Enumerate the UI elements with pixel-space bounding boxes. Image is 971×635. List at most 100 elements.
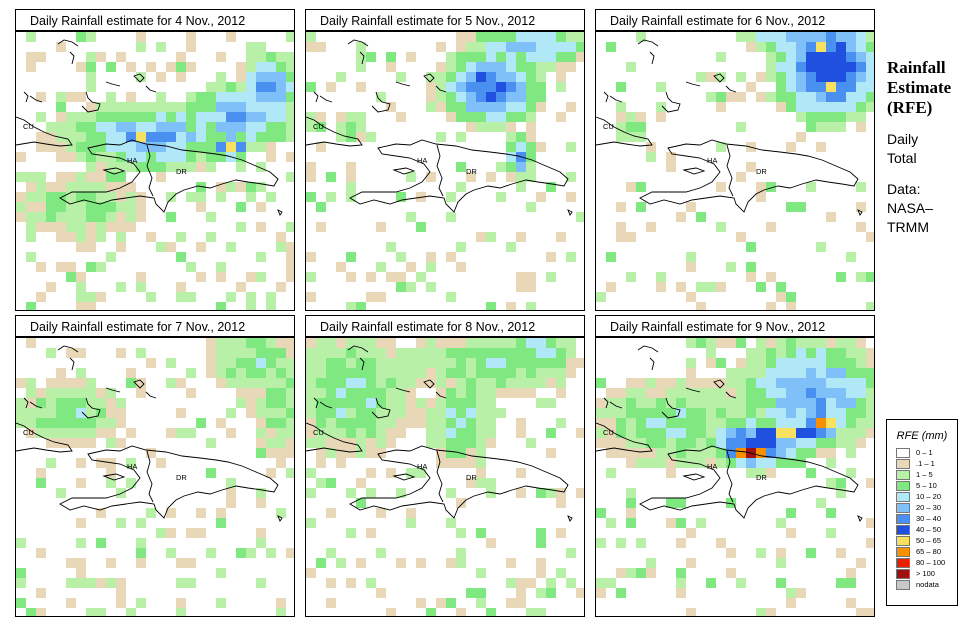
rainfall-cell: [506, 132, 516, 142]
rainfall-cell: [446, 378, 456, 388]
rainfall-cell: [476, 428, 486, 438]
rainfall-cell: [396, 418, 406, 428]
rainfall-cell: [56, 42, 66, 52]
rainfall-cell: [196, 112, 206, 122]
rainfall-cell: [706, 282, 716, 292]
rainfall-cell: [616, 202, 626, 212]
rainfall-cell: [266, 428, 276, 438]
coastline: [395, 387, 411, 393]
rainfall-cell: [286, 152, 294, 162]
rainfall-cell: [16, 598, 26, 608]
rainfall-cell: [356, 112, 366, 122]
coastline: [16, 116, 73, 147]
rainfall-cell: [196, 162, 206, 172]
rainfall-cell: [306, 438, 316, 448]
rainfall-cell: [356, 378, 366, 388]
rainfall-cell: [386, 358, 396, 368]
rainfall-cell: [86, 428, 96, 438]
rainfall-cell: [126, 62, 136, 72]
rainfall-cell: [806, 438, 816, 448]
rainfall-cell: [176, 62, 186, 72]
rainfall-cell: [536, 82, 546, 92]
rainfall-cell: [206, 348, 216, 358]
rainfall-cell: [746, 388, 756, 398]
rainfall-cell: [46, 378, 56, 388]
rainfall-cell: [76, 408, 86, 418]
rainfall-cell: [386, 348, 396, 358]
rainfall-cell: [386, 272, 396, 282]
rainfall-cell: [156, 152, 166, 162]
panel-title: Daily Rainfall estimate for 5 Nov., 2012: [305, 9, 585, 31]
rainfall-cell: [326, 398, 336, 408]
rainfall-cell: [456, 548, 466, 558]
rainfall-cell: [486, 538, 496, 548]
rainfall-cell: [316, 418, 326, 428]
rainfall-cell: [106, 102, 116, 112]
rainfall-cell: [516, 598, 526, 608]
rainfall-cell: [796, 448, 806, 458]
rainfall-cell: [676, 378, 686, 388]
rainfall-cell: [306, 122, 316, 132]
rainfall-cell: [246, 132, 256, 142]
rainfall-cell: [306, 468, 316, 478]
map-panel-nov-8: Daily Rainfall estimate for 8 Nov., 2012…: [305, 315, 585, 617]
rainfall-cell: [536, 142, 546, 152]
rainfall-cell: [146, 292, 156, 302]
country-label-dominican-republic: DR: [176, 167, 187, 176]
rainfall-cell: [116, 142, 126, 152]
rainfall-cell: [786, 418, 796, 428]
rainfall-cell: [456, 498, 466, 508]
rainfall-cell: [716, 182, 726, 192]
rainfall-cell: [216, 568, 226, 578]
rainfall-cell: [366, 378, 376, 388]
rainfall-cell: [766, 302, 776, 310]
rainfall-cell: [336, 398, 346, 408]
rainfall-cell: [76, 242, 86, 252]
rainfall-cell: [196, 182, 206, 192]
rainfall-cell: [116, 348, 126, 358]
rainfall-cell: [776, 378, 786, 388]
rainfall-cell: [486, 358, 496, 368]
rainfall-cell: [636, 32, 646, 42]
rainfall-cell: [126, 102, 136, 112]
rainfall-cell: [726, 368, 736, 378]
rainfall-cell: [776, 32, 786, 42]
rainfall-cell: [426, 428, 436, 438]
rainfall-cell: [656, 112, 666, 122]
rainfall-cell: [66, 232, 76, 242]
rainfall-cell: [146, 162, 156, 172]
rainfall-cell: [516, 42, 526, 52]
country-label-cuba: CU: [23, 428, 34, 437]
rainfall-cell: [316, 408, 326, 418]
rainfall-cell: [256, 122, 266, 132]
rainfall-cell: [526, 32, 536, 42]
rainfall-cell: [556, 378, 566, 388]
rainfall-cell: [786, 72, 796, 82]
rainfall-cell: [206, 232, 216, 242]
rainfall-cell: [326, 548, 336, 558]
rainfall-cell: [346, 358, 356, 368]
rainfall-cell: [506, 348, 516, 358]
coastline: [146, 144, 154, 197]
rainfall-cell: [806, 82, 816, 92]
rainfall-cell: [546, 32, 556, 42]
rainfall-cell: [856, 62, 866, 72]
rainfall-cell: [256, 162, 266, 172]
rainfall-cell: [306, 418, 316, 428]
rainfall-cell: [816, 388, 826, 398]
rainfall-cell: [176, 292, 186, 302]
rainfall-cell: [96, 608, 106, 616]
rainfall-cell: [806, 42, 816, 52]
rainfall-cell: [176, 52, 186, 62]
rainfall-cell: [216, 72, 226, 82]
rainfall-cell: [516, 272, 526, 282]
rainfall-cell: [836, 368, 846, 378]
rainfall-cell: [496, 408, 506, 418]
rainfall-cell: [506, 52, 516, 62]
rainfall-cell: [166, 152, 176, 162]
rainfall-cell: [506, 302, 516, 310]
rainfall-cell: [366, 408, 376, 418]
rainfall-cell: [696, 72, 706, 82]
rainfall-cell: [556, 32, 566, 42]
rainfall-cell: [96, 122, 106, 132]
